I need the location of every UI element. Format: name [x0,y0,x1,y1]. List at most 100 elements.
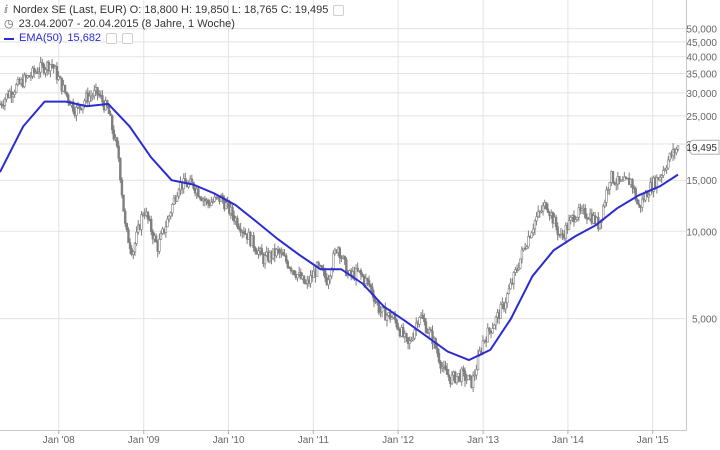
candle-body [379,311,382,314]
candle-body [63,84,67,93]
candle-body [423,318,426,323]
candle-body [281,252,285,256]
candle-body [445,368,449,375]
candle-body [481,340,485,353]
candle-body [641,198,644,208]
y-axis: 50,00045,00040,00035,00030,00025,00020,0… [686,25,717,326]
y-tick-label: 25,000 [686,112,717,123]
ema-line [0,100,679,362]
candle-body [55,66,59,80]
settings-box-icon[interactable] [333,5,345,16]
candle-body [406,337,410,344]
candle-body [289,267,293,272]
candle-body [441,366,444,369]
candle-body [418,316,421,325]
candle-body [567,220,571,231]
candle-body [439,361,442,369]
candle-body [462,368,465,372]
candle-body [130,248,133,255]
candle-body [397,326,400,331]
candle-body [463,370,467,381]
candle-body [125,223,129,230]
candle-body [624,176,628,179]
candle-body [517,267,520,271]
candle-body [556,226,559,235]
candle-body [117,145,120,159]
candle-body [37,71,41,74]
candle-body [475,369,478,376]
x-tick-label: Jan '12 [382,435,414,446]
candle-body [431,330,434,345]
candle-body [242,230,246,234]
candle-body [293,270,296,275]
candle-body [450,374,454,385]
clock-icon: ◷ [4,18,14,30]
candle-body [606,189,610,191]
candle-series [0,56,680,392]
candle-body [380,306,384,313]
candle-body [647,194,650,198]
candle-body [532,228,535,234]
candle-body [572,215,576,223]
candle-body [309,275,312,284]
candle-body [15,84,18,93]
x-tick-label: Jan '10 [213,435,245,446]
candle-body [122,194,125,212]
candle-body [460,368,463,382]
candle-body [302,275,306,284]
candle-body [675,148,678,154]
candle-body [637,203,641,206]
candle-body [206,199,210,204]
candle-body [676,145,680,150]
candle-body [634,188,637,201]
candle-body [574,219,577,223]
candle-body [587,218,590,220]
candle-body [3,98,7,106]
candle-body [491,328,494,334]
candle-body [367,280,371,285]
ema-settings-box-icon[interactable] [106,33,118,44]
candle-body [164,226,168,233]
ema-swatch [4,37,14,40]
candle-body [327,279,330,286]
candle-body [41,62,44,65]
candle-body [665,167,668,171]
candle-body [328,275,332,281]
candle-body [213,196,216,202]
candle-body [636,199,639,205]
instrument-ohlc: Nordex SE (Last, EUR) O: 18,800 H: 19,85… [12,4,329,16]
candle-body [668,152,672,161]
candle-body [361,274,364,277]
candle-body [494,316,498,326]
candle-body [210,201,213,206]
candle-body [140,214,143,230]
candle-body [197,188,200,198]
candle-body [58,76,62,79]
candle-body [278,249,281,254]
last-price-tag-shape [685,139,720,155]
candle-body [507,288,511,295]
candle-body [621,179,624,182]
candle-body [662,170,665,176]
candle-body [150,218,153,232]
candle-body [376,301,379,304]
candle-body [618,176,621,182]
candle-body [525,246,528,249]
candle-body [275,248,278,257]
ema-remove-box-icon[interactable] [122,33,134,44]
candle-body [504,302,507,310]
candle-body [436,347,439,354]
x-tick-label: Jan '09 [128,435,160,446]
candle-body [366,278,369,281]
candle-body [546,208,550,213]
candle-body [535,216,538,222]
candle-body [151,231,155,240]
y-tick-label: 5,000 [692,315,717,326]
candle-body [39,62,42,73]
candle-body [154,235,158,243]
candle-body [340,257,343,260]
candle-body [471,375,475,388]
last-price-tag: 19,495 [685,139,720,155]
candle-body [71,101,75,112]
candle-body [663,169,667,172]
